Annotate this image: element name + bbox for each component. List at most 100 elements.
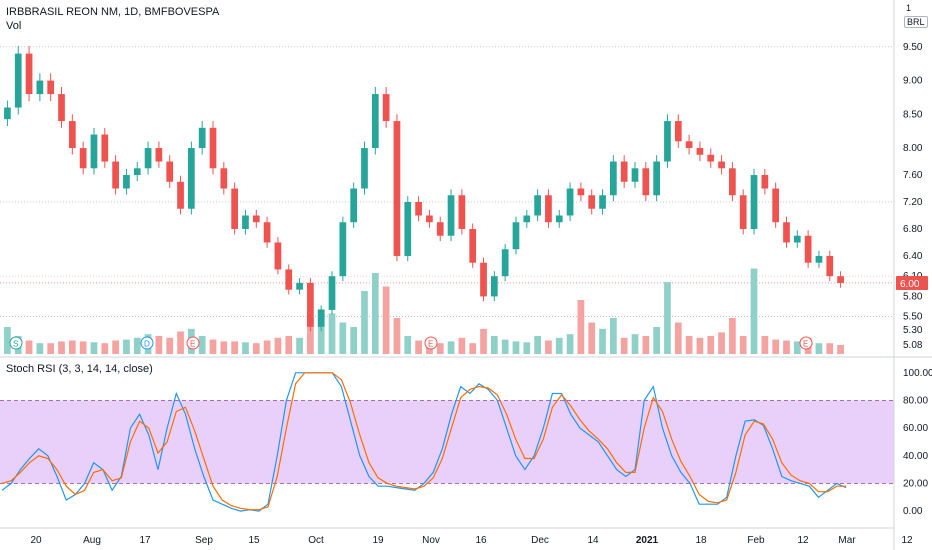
candle-body bbox=[252, 215, 260, 223]
candle-body bbox=[815, 255, 823, 263]
candle-body bbox=[696, 148, 704, 155]
volume-bar bbox=[696, 337, 704, 354]
candle-body bbox=[36, 80, 44, 95]
stoch-d-line bbox=[1, 372, 846, 511]
volume-bar bbox=[729, 318, 736, 354]
volume-bar bbox=[328, 313, 336, 354]
time-tick-label: 14 bbox=[587, 535, 599, 546]
candle-body bbox=[285, 269, 293, 290]
price-axis[interactable]: 9.509.008.508.007.607.206.806.406.105.80… bbox=[903, 42, 923, 351]
candle-body bbox=[263, 222, 271, 243]
candle-body bbox=[144, 148, 152, 169]
candle-body bbox=[382, 94, 390, 122]
candle-body bbox=[761, 175, 769, 189]
time-tick-label: 2021 bbox=[636, 535, 659, 546]
candle-body bbox=[296, 282, 303, 290]
candle-body bbox=[729, 168, 736, 196]
candle-body bbox=[620, 161, 628, 182]
candle-body bbox=[685, 141, 693, 149]
volume-bars bbox=[4, 268, 844, 354]
time-tick-label: 19 bbox=[372, 535, 384, 546]
volume-bar bbox=[793, 341, 801, 354]
last-price-tag: 6.00 bbox=[896, 275, 928, 290]
volume-bar bbox=[177, 331, 184, 354]
volume-bar bbox=[739, 336, 747, 354]
volume-bar bbox=[317, 309, 325, 354]
price-gridlines bbox=[0, 46, 894, 317]
candle-body bbox=[90, 134, 98, 169]
candle-body bbox=[501, 249, 509, 277]
volume-bar bbox=[198, 336, 206, 354]
volume-bar bbox=[231, 341, 238, 354]
price-tick-label: 7.60 bbox=[903, 170, 923, 181]
candle-body bbox=[588, 195, 596, 209]
volume-bar bbox=[815, 343, 823, 354]
volume-bar bbox=[252, 343, 260, 354]
candle-body bbox=[155, 148, 163, 162]
volume-bar bbox=[296, 337, 303, 354]
candle-body bbox=[58, 94, 65, 122]
time-tick-label: Mar bbox=[838, 535, 856, 546]
volume-bar bbox=[577, 300, 585, 354]
volume-bar bbox=[534, 336, 541, 354]
candle-body bbox=[772, 188, 780, 223]
candle-body bbox=[68, 121, 76, 149]
candle-body bbox=[79, 148, 87, 169]
price-tick-label: 7.20 bbox=[903, 197, 923, 208]
candle-body bbox=[707, 154, 715, 162]
event-marker[interactable] bbox=[424, 336, 438, 350]
volume-bar bbox=[490, 336, 498, 354]
volume-bar bbox=[783, 340, 790, 354]
time-tick-label: Nov bbox=[422, 535, 440, 546]
volume-bar bbox=[101, 343, 109, 354]
candle-body bbox=[523, 215, 531, 223]
stoch-tick-label: 100.00 bbox=[903, 368, 932, 379]
event-marker[interactable] bbox=[186, 336, 200, 350]
event-marker[interactable] bbox=[799, 336, 813, 350]
stoch-rsi-lines bbox=[1, 372, 847, 512]
volume-bar bbox=[501, 339, 509, 354]
stoch-rsi-axis[interactable]: 100.00 80.00 60.00 40.00 20.00 0.00 bbox=[903, 368, 932, 517]
indicator-label[interactable]: Stoch RSI (3, 3, 14, 14, close) bbox=[6, 363, 153, 375]
volume-bar bbox=[653, 327, 660, 354]
volume-bar bbox=[458, 337, 466, 354]
time-axis[interactable]: 20 Aug 17 Sep 15 Oct 19 Nov 16 Dec 14 2021 18 Feb 12 Ma… bbox=[30, 535, 913, 546]
event-marker[interactable] bbox=[140, 336, 154, 350]
candle-body bbox=[328, 276, 336, 310]
event-marker-label: E bbox=[428, 340, 433, 349]
candle-body bbox=[415, 202, 422, 216]
price-tick-label: 9.00 bbox=[903, 76, 923, 87]
volume-bar bbox=[371, 273, 379, 354]
volume-bar bbox=[642, 336, 650, 354]
candle-body bbox=[458, 195, 466, 229]
candle-body bbox=[371, 94, 379, 149]
volume-bar bbox=[447, 341, 455, 354]
volume-bar bbox=[436, 343, 444, 354]
time-tick-label: Feb bbox=[747, 535, 765, 546]
volume-bar bbox=[382, 286, 390, 354]
volume-bar bbox=[545, 340, 552, 354]
candle-body bbox=[274, 242, 282, 270]
time-tick-label: Aug bbox=[83, 535, 101, 546]
price-tick-label: 5.50 bbox=[903, 312, 923, 323]
event-marker[interactable] bbox=[9, 336, 23, 350]
volume-bar bbox=[36, 343, 44, 354]
volume-bar bbox=[599, 328, 606, 354]
symbol-title[interactable]: IRBBRASIL REON NM, 1D, BMFBOVESPA bbox=[6, 6, 220, 18]
volume-bar bbox=[415, 340, 422, 354]
volume-bar bbox=[610, 318, 617, 354]
candle-body bbox=[14, 53, 22, 108]
volume-bar bbox=[220, 341, 228, 354]
volume-bar bbox=[393, 318, 401, 354]
candle-body bbox=[469, 228, 477, 263]
currency-badge[interactable]: BRL bbox=[904, 16, 928, 28]
candlesticks bbox=[4, 45, 844, 332]
stoch-tick-label: 60.00 bbox=[903, 423, 928, 434]
last-price-box bbox=[896, 275, 928, 290]
volume-label[interactable]: Vol bbox=[6, 20, 22, 32]
stoch-tick-label: 80.00 bbox=[903, 395, 928, 406]
candle-body bbox=[339, 222, 347, 277]
price-tick-label: 6.80 bbox=[903, 224, 923, 235]
